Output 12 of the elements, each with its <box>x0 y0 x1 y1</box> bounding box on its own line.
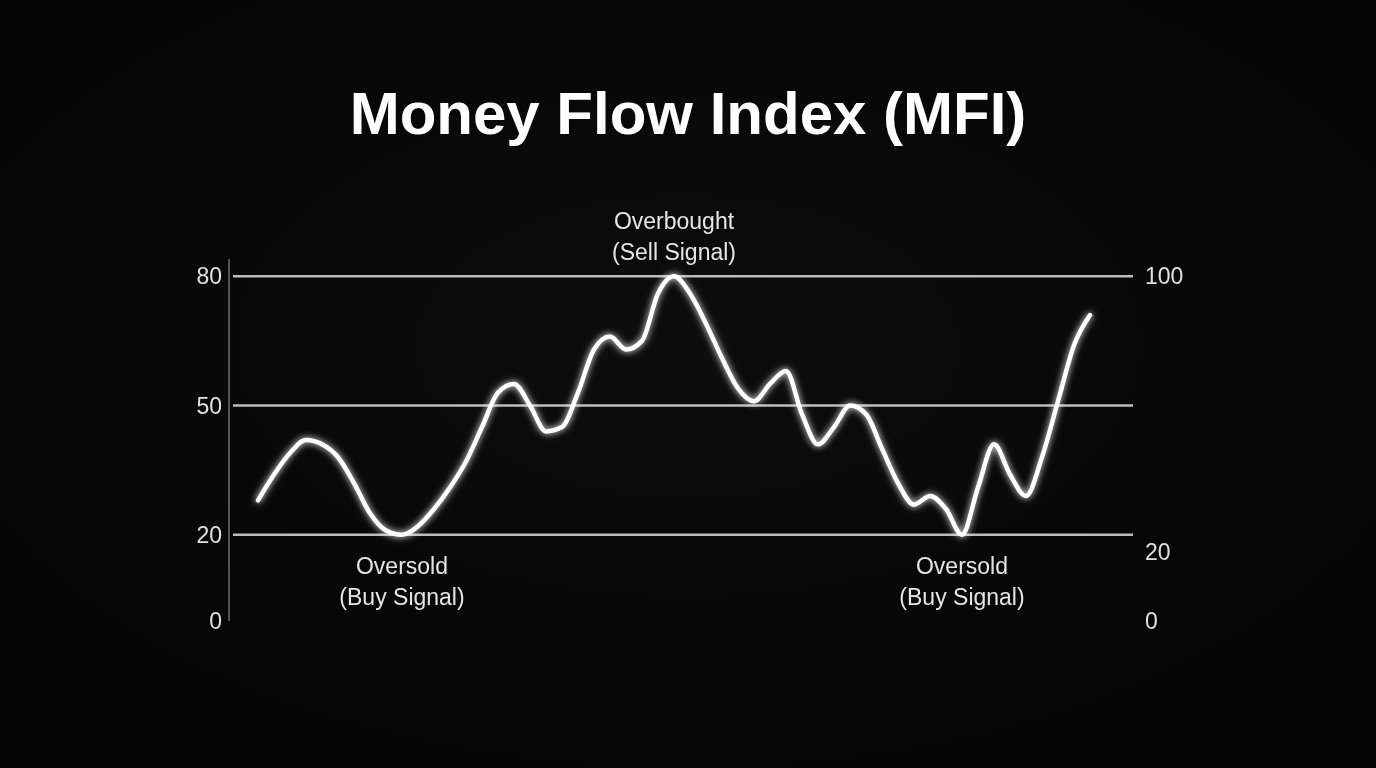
annotation: Overbought (Sell Signal) <box>612 208 736 266</box>
y-tick-label: 80 <box>196 263 222 290</box>
annotation: Oversold (Buy Signal) <box>899 552 1025 610</box>
y-tick-label: 50 <box>196 392 222 419</box>
line-series <box>255 273 1093 538</box>
y2-tick-label: 0 <box>1145 608 1158 634</box>
y-tick-label: 20 <box>196 521 222 548</box>
y2-tick-label: 100 <box>1145 263 1184 290</box>
y-tick-label: 0 <box>209 608 222 634</box>
chart-title: Money Flow Index (MFI) <box>349 80 1027 147</box>
annotation: Oversold (Buy Signal) <box>339 552 465 610</box>
y2-tick-label: 20 <box>1145 539 1171 566</box>
